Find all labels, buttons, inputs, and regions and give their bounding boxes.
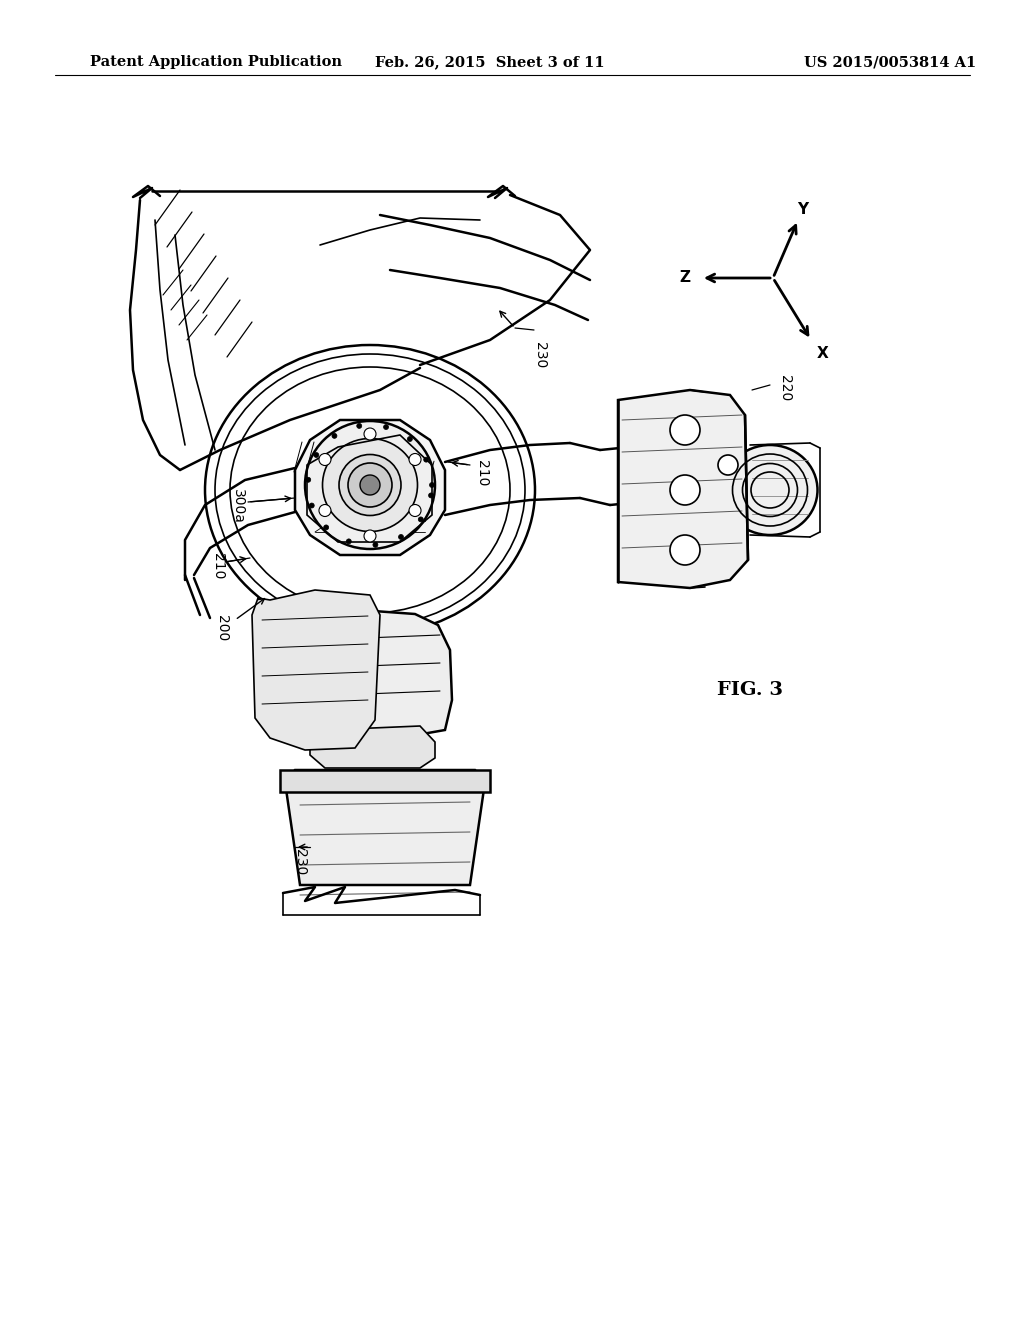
Polygon shape	[280, 770, 490, 792]
Circle shape	[313, 453, 318, 458]
Ellipse shape	[723, 445, 817, 535]
Ellipse shape	[305, 421, 435, 549]
Circle shape	[418, 517, 423, 521]
Polygon shape	[310, 726, 435, 768]
Circle shape	[306, 478, 310, 482]
Text: X: X	[817, 346, 828, 362]
Circle shape	[670, 414, 700, 445]
Text: 210: 210	[211, 553, 225, 579]
Text: FIG. 3: FIG. 3	[717, 681, 783, 700]
Circle shape	[429, 492, 433, 498]
Polygon shape	[252, 590, 380, 750]
Text: Feb. 26, 2015  Sheet 3 of 11: Feb. 26, 2015 Sheet 3 of 11	[375, 55, 605, 69]
Circle shape	[324, 525, 329, 529]
Circle shape	[309, 503, 314, 508]
Text: 230: 230	[293, 849, 307, 875]
Text: 230: 230	[534, 342, 547, 368]
Circle shape	[360, 475, 380, 495]
Circle shape	[424, 457, 429, 462]
Polygon shape	[290, 610, 452, 744]
Circle shape	[373, 543, 378, 548]
Polygon shape	[295, 420, 445, 554]
Circle shape	[356, 424, 361, 429]
Ellipse shape	[323, 438, 418, 532]
Circle shape	[429, 483, 434, 487]
Polygon shape	[285, 770, 485, 884]
Circle shape	[384, 425, 388, 429]
Circle shape	[332, 433, 337, 438]
Circle shape	[398, 535, 403, 540]
Circle shape	[409, 454, 421, 466]
Text: 210: 210	[475, 459, 489, 486]
Circle shape	[409, 504, 421, 516]
Text: Z: Z	[680, 271, 690, 285]
Text: 200: 200	[215, 615, 229, 642]
Text: Y: Y	[798, 202, 809, 218]
Text: US 2015/0053814 A1: US 2015/0053814 A1	[804, 55, 976, 69]
Polygon shape	[618, 389, 748, 587]
Circle shape	[318, 454, 331, 466]
Text: Patent Application Publication: Patent Application Publication	[90, 55, 342, 69]
Circle shape	[348, 463, 392, 507]
Circle shape	[408, 437, 413, 441]
Circle shape	[364, 531, 376, 543]
Circle shape	[670, 475, 700, 506]
Circle shape	[346, 539, 351, 544]
Text: 300a: 300a	[231, 488, 245, 524]
Circle shape	[670, 535, 700, 565]
Text: 220: 220	[778, 375, 792, 401]
Circle shape	[364, 428, 376, 440]
Circle shape	[318, 504, 331, 516]
Ellipse shape	[339, 454, 401, 516]
Circle shape	[718, 455, 738, 475]
